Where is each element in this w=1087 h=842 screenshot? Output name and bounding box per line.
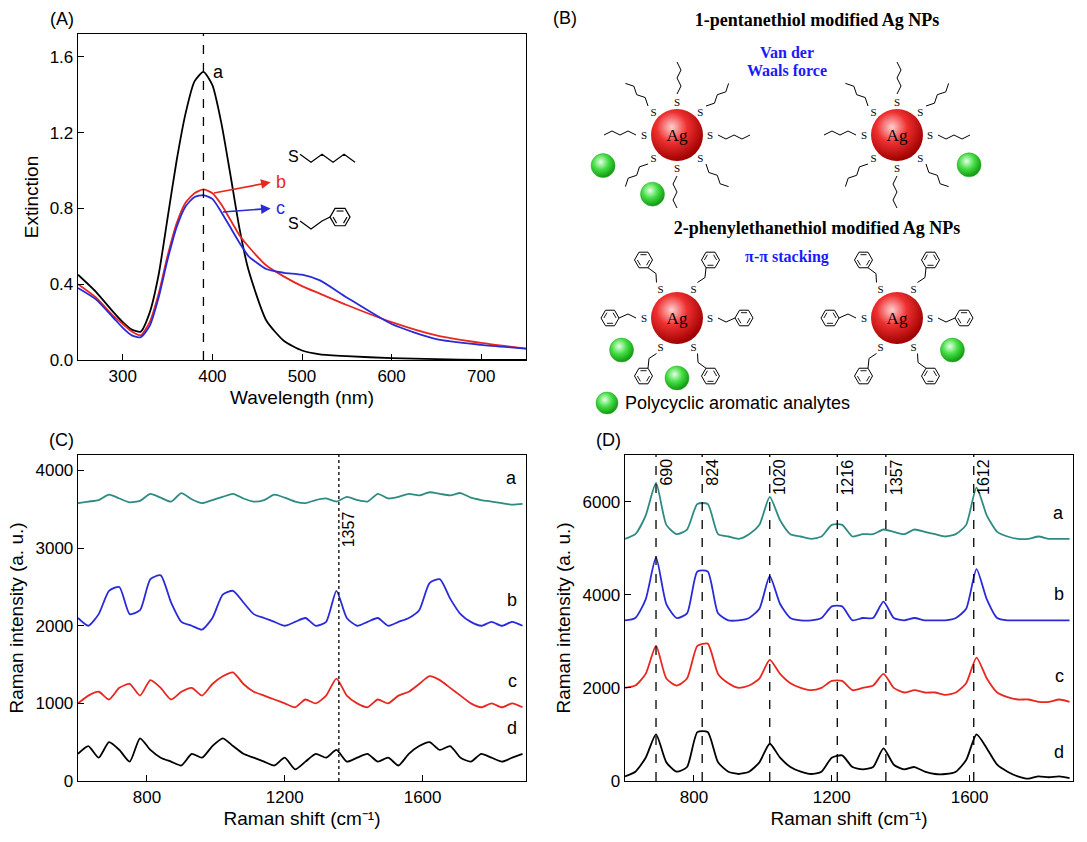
svg-text:1200: 1200	[266, 788, 304, 807]
svg-text:4000: 4000	[582, 586, 620, 605]
svg-text:Raman shift (cm⁻¹): Raman shift (cm⁻¹)	[771, 808, 928, 829]
svg-text:S: S	[657, 341, 663, 353]
svg-text:2000: 2000	[35, 617, 73, 636]
svg-text:S: S	[674, 162, 680, 174]
svg-text:π-π stacking: π-π stacking	[745, 248, 829, 266]
svg-text:a: a	[506, 468, 517, 488]
svg-text:S: S	[707, 129, 713, 141]
svg-text:Waals force: Waals force	[747, 62, 827, 79]
svg-text:Raman intensity (a. u.): Raman intensity (a. u.)	[553, 522, 574, 713]
svg-text:S: S	[288, 148, 299, 165]
svg-text:a: a	[213, 62, 224, 82]
svg-text:6000: 6000	[582, 493, 620, 512]
svg-text:Ag: Ag	[887, 126, 908, 145]
svg-text:S: S	[917, 106, 923, 118]
svg-text:S: S	[674, 96, 680, 108]
svg-text:0.8: 0.8	[50, 199, 74, 218]
svg-text:S: S	[877, 283, 883, 295]
svg-text:1357: 1357	[340, 512, 357, 548]
svg-text:Wavelength (nm): Wavelength (nm)	[230, 387, 374, 408]
svg-text:S: S	[861, 312, 867, 324]
svg-text:(A): (A)	[50, 9, 74, 29]
svg-text:0.4: 0.4	[50, 275, 74, 294]
svg-text:S: S	[927, 129, 933, 141]
svg-text:824: 824	[704, 459, 721, 486]
svg-text:500: 500	[288, 367, 316, 386]
svg-text:Ag: Ag	[667, 309, 688, 328]
svg-text:b: b	[276, 172, 286, 192]
svg-text:1-pentanethiol modified Ag NPs: 1-pentanethiol modified Ag NPs	[695, 10, 940, 30]
svg-text:1000: 1000	[35, 694, 73, 713]
svg-text:1216: 1216	[839, 460, 856, 496]
svg-text:1.6: 1.6	[50, 48, 74, 67]
svg-text:S: S	[871, 152, 877, 164]
svg-text:c: c	[1055, 666, 1064, 686]
svg-text:300: 300	[109, 367, 137, 386]
svg-text:d: d	[507, 718, 517, 738]
svg-text:S: S	[697, 152, 703, 164]
svg-text:S: S	[894, 162, 900, 174]
svg-text:Extinction: Extinction	[21, 156, 42, 238]
svg-text:S: S	[651, 106, 657, 118]
svg-text:1.2: 1.2	[50, 124, 74, 143]
svg-text:S: S	[657, 283, 663, 295]
svg-text:1200: 1200	[813, 788, 851, 807]
svg-text:S: S	[690, 341, 696, 353]
svg-text:S: S	[910, 283, 916, 295]
svg-text:S: S	[641, 129, 647, 141]
svg-text:S: S	[910, 341, 916, 353]
svg-text:S: S	[861, 129, 867, 141]
svg-text:1357: 1357	[888, 459, 905, 495]
svg-text:3000: 3000	[35, 539, 73, 558]
svg-text:Raman shift (cm⁻¹): Raman shift (cm⁻¹)	[224, 808, 381, 829]
svg-text:700: 700	[467, 367, 495, 386]
svg-text:b: b	[507, 590, 517, 610]
svg-text:(B): (B)	[553, 8, 577, 28]
svg-text:S: S	[894, 96, 900, 108]
svg-text:S: S	[707, 312, 713, 324]
svg-text:(C): (C)	[49, 430, 74, 450]
svg-text:a: a	[1053, 503, 1064, 523]
svg-text:c: c	[508, 671, 517, 691]
svg-text:(D): (D)	[596, 430, 621, 450]
svg-text:1600: 1600	[404, 788, 442, 807]
svg-text:1020: 1020	[771, 459, 788, 495]
svg-text:0: 0	[64, 772, 73, 791]
svg-text:Ag: Ag	[887, 309, 908, 328]
svg-text:S: S	[697, 106, 703, 118]
svg-text:S: S	[877, 341, 883, 353]
svg-text:S: S	[288, 215, 299, 232]
svg-text:0.0: 0.0	[50, 351, 74, 370]
svg-text:800: 800	[680, 788, 708, 807]
svg-text:690: 690	[658, 459, 675, 486]
svg-text:S: S	[917, 152, 923, 164]
svg-text:0: 0	[611, 772, 620, 791]
svg-text:d: d	[1054, 742, 1064, 762]
svg-text:1612: 1612	[975, 459, 992, 495]
svg-text:S: S	[641, 312, 647, 324]
svg-text:Van der: Van der	[760, 44, 814, 61]
svg-text:600: 600	[377, 367, 405, 386]
svg-text:S: S	[651, 152, 657, 164]
svg-text:S: S	[927, 312, 933, 324]
svg-text:2-phenylethanethiol modified A: 2-phenylethanethiol modified Ag NPs	[674, 218, 961, 238]
svg-text:4000: 4000	[35, 461, 73, 480]
svg-text:S: S	[871, 106, 877, 118]
svg-text:b: b	[1054, 584, 1064, 604]
svg-text:c: c	[276, 198, 285, 218]
svg-text:400: 400	[198, 367, 226, 386]
svg-text:1600: 1600	[951, 788, 989, 807]
svg-text:Ag: Ag	[667, 126, 688, 145]
svg-text:800: 800	[133, 788, 161, 807]
svg-text:Polycyclic aromatic analytes: Polycyclic aromatic analytes	[625, 393, 850, 413]
svg-text:Raman intensity (a. u.): Raman intensity (a. u.)	[6, 522, 27, 713]
svg-text:2000: 2000	[582, 679, 620, 698]
svg-text:S: S	[690, 283, 696, 295]
